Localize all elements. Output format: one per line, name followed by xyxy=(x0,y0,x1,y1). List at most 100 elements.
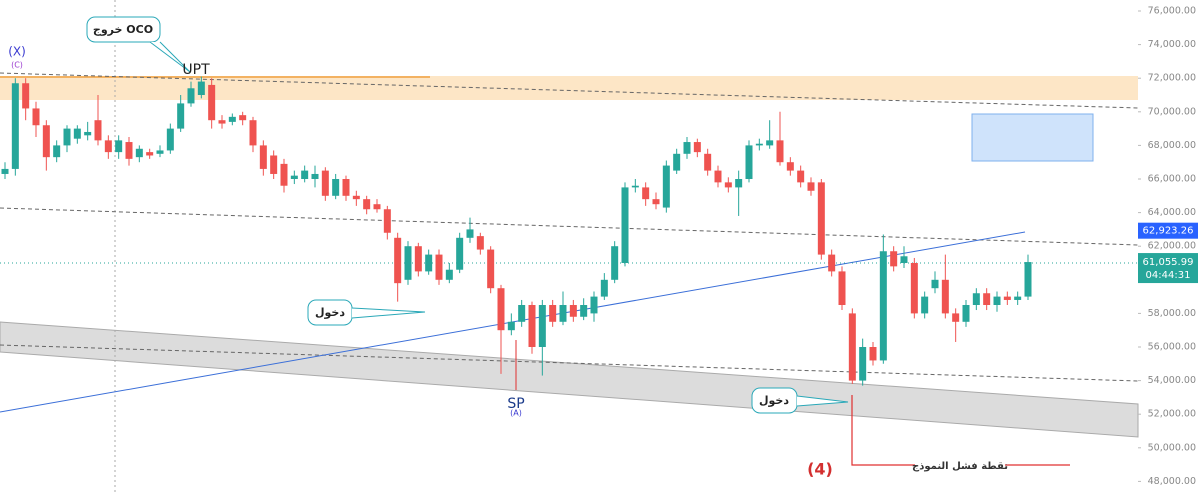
price-tag xyxy=(1138,253,1198,284)
price-tag-label: 61,055.99 xyxy=(1143,257,1194,268)
candle-body xyxy=(538,305,546,348)
annotation: دخول xyxy=(315,306,345,319)
candle-body xyxy=(73,128,81,139)
candle-body xyxy=(135,148,143,158)
candle-body xyxy=(197,81,205,96)
candle-body xyxy=(497,288,505,331)
candle-body xyxy=(1003,296,1011,300)
price-tag-label: 62,923.26 xyxy=(1143,226,1194,237)
candle-body xyxy=(476,236,484,250)
wave-label: UPT xyxy=(182,62,210,78)
annotation: دخول xyxy=(759,394,789,407)
candle-body xyxy=(373,204,381,210)
candle-body xyxy=(301,170,309,180)
candle-body xyxy=(631,185,639,188)
candle-body xyxy=(22,83,30,109)
candle-body xyxy=(156,150,164,154)
candle-body xyxy=(755,143,763,146)
y-tick-label: 68,000.00 xyxy=(1148,140,1196,151)
candle-body xyxy=(115,140,123,153)
candle-body xyxy=(693,142,701,153)
candle-body xyxy=(962,305,970,322)
candle-body xyxy=(290,175,298,180)
candle-body xyxy=(766,140,774,146)
candle-body xyxy=(900,256,908,264)
candle-body xyxy=(270,155,278,174)
candle-body xyxy=(1,168,9,174)
y-tick-label: 50,000.00 xyxy=(1148,442,1196,453)
candle-body xyxy=(859,347,867,381)
y-tick-label: 64,000.00 xyxy=(1148,207,1196,218)
y-tick-label: 48,000.00 xyxy=(1148,476,1196,487)
candle-body xyxy=(456,237,464,270)
y-tick-label: 54,000.00 xyxy=(1148,375,1196,386)
wave-label: (A) xyxy=(510,409,522,418)
candle-body xyxy=(332,179,340,196)
candle-body xyxy=(528,305,536,348)
candle-body xyxy=(383,209,391,233)
candle-body xyxy=(166,128,174,151)
candle-body xyxy=(993,296,1001,306)
y-tick-label: 58,000.00 xyxy=(1148,308,1196,319)
y-tick-label: 70,000.00 xyxy=(1148,106,1196,117)
candle-body xyxy=(559,305,567,322)
candle-body xyxy=(363,199,371,210)
candle-body xyxy=(311,173,319,180)
candle-body xyxy=(146,152,154,156)
candle-body xyxy=(590,296,598,314)
candle-body xyxy=(673,153,681,171)
candle-body xyxy=(466,229,474,238)
candle-body xyxy=(600,279,608,297)
y-tick-label: 76,000.00 xyxy=(1148,6,1196,17)
candle-body xyxy=(11,83,19,169)
candle-body xyxy=(848,313,856,381)
candle-body xyxy=(104,140,112,153)
y-tick-label: 74,000.00 xyxy=(1148,39,1196,50)
candle-body xyxy=(445,269,453,280)
candle-body xyxy=(280,163,288,186)
annotation: نقطة فشل النموذج xyxy=(912,461,1008,472)
candle-body xyxy=(786,162,794,171)
candle-body xyxy=(507,321,515,331)
candle-body xyxy=(228,116,236,122)
candle-body xyxy=(239,115,247,121)
annotation: خروج OCO xyxy=(93,23,153,37)
candle-body xyxy=(187,88,195,104)
candle-body xyxy=(218,120,226,124)
wave-label: (C) xyxy=(11,61,23,70)
candle-body xyxy=(580,305,588,317)
candle-body xyxy=(94,120,102,141)
wave-label: (4) xyxy=(807,460,833,479)
candle-body xyxy=(797,170,805,183)
candle-body xyxy=(807,182,815,191)
candle-body xyxy=(63,128,71,146)
candle-body xyxy=(611,246,619,280)
y-tick-label: 52,000.00 xyxy=(1148,409,1196,420)
wave-label: SP xyxy=(507,396,524,412)
y-tick-label: 66,000.00 xyxy=(1148,174,1196,185)
candle-body xyxy=(745,145,753,180)
candle-body xyxy=(342,179,350,196)
candle-body xyxy=(869,347,877,361)
candle-body xyxy=(735,179,743,188)
candle-body xyxy=(32,108,40,126)
candle-body xyxy=(828,254,836,272)
candle-body xyxy=(208,84,216,121)
candle-body xyxy=(642,187,650,200)
candle-body xyxy=(404,246,412,280)
channel xyxy=(0,321,1139,438)
dashed-line xyxy=(0,207,1139,246)
candle-body xyxy=(425,254,433,272)
y-tick-label: 72,000.00 xyxy=(1148,73,1196,84)
y-tick-label: 62,000.00 xyxy=(1148,241,1196,252)
candle-body xyxy=(952,313,960,322)
candle-body xyxy=(621,187,629,264)
wave-label: (X) xyxy=(8,45,26,59)
candle-body xyxy=(259,145,267,169)
candle-body xyxy=(549,305,557,322)
candle-body xyxy=(53,145,61,158)
candle-body xyxy=(435,254,443,280)
candle-body xyxy=(569,305,577,317)
candle-body xyxy=(1024,262,1032,297)
